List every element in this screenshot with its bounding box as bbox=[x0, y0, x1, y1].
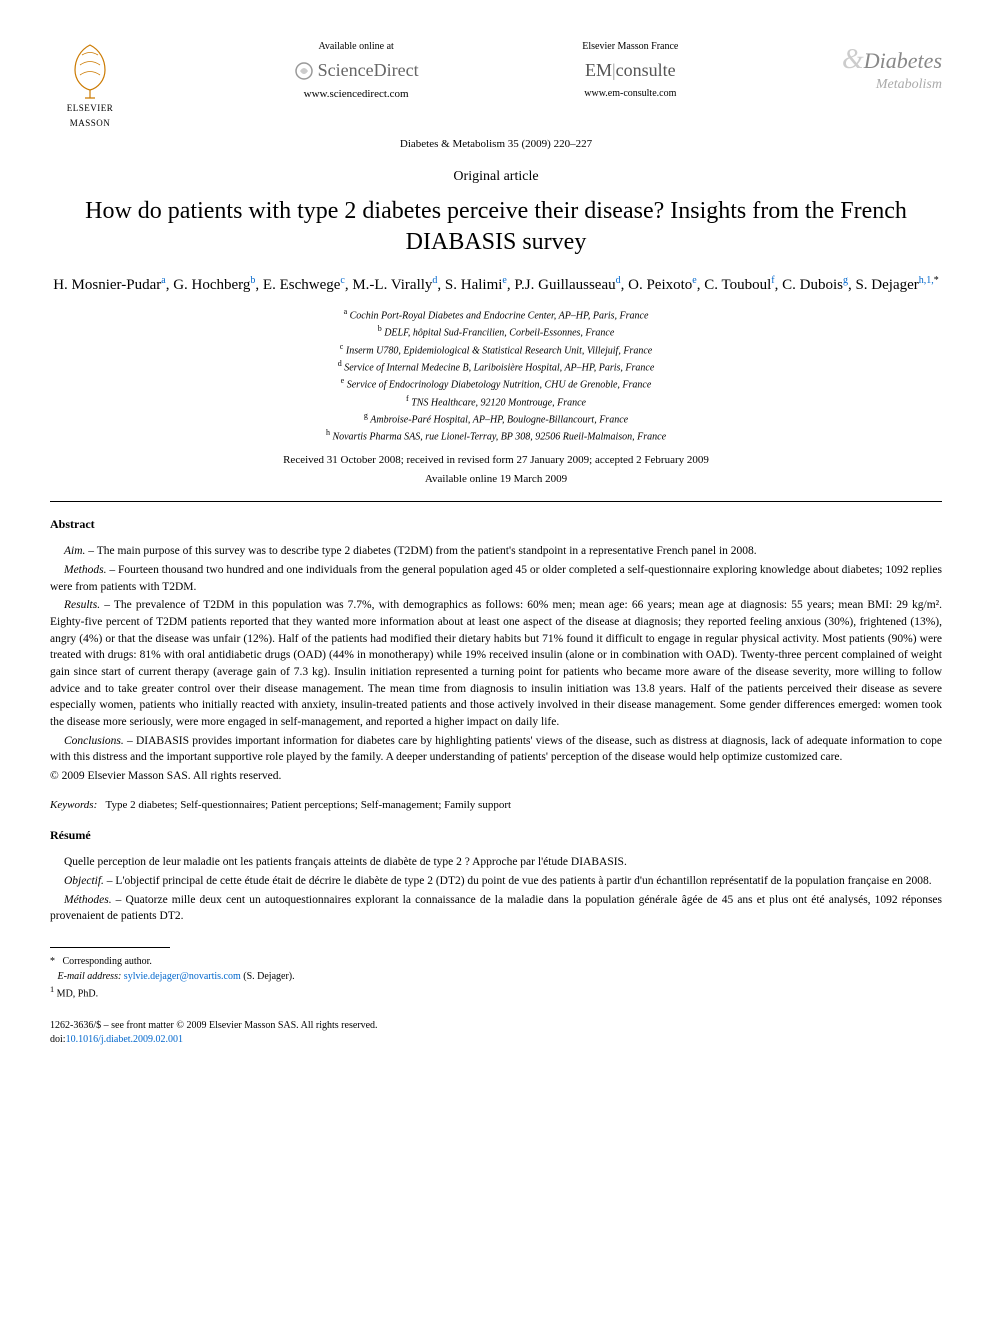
emconsulte-url[interactable]: www.em-consulte.com bbox=[582, 87, 678, 101]
emconsulte-logo: EM|consulte bbox=[582, 58, 678, 83]
sciencedirect-block: Available online at ScienceDirect www.sc… bbox=[294, 40, 419, 103]
abstract-copyright: © 2009 Elsevier Masson SAS. All rights r… bbox=[50, 768, 942, 784]
article-type: Original article bbox=[50, 167, 942, 187]
corresponding-author-note: * Corresponding author. bbox=[50, 954, 942, 969]
elsevier-tree-icon bbox=[60, 40, 120, 100]
abstract-body: Aim. – The main purpose of this survey w… bbox=[50, 543, 942, 766]
footnote-rule bbox=[50, 947, 170, 948]
publisher-name-1: ELSEVIER bbox=[67, 102, 114, 115]
available-online-date: Available online 19 March 2009 bbox=[50, 472, 942, 487]
front-matter-line: 1262-3636/$ – see front matter © 2009 El… bbox=[50, 1019, 942, 1033]
header-row: ELSEVIER MASSON Available online at Scie… bbox=[50, 40, 942, 129]
email-line: E-mail address: sylvie.dejager@novartis.… bbox=[50, 969, 942, 984]
resume-body: Quelle perception de leur maladie ont le… bbox=[50, 854, 942, 925]
corresponding-email-link[interactable]: sylvie.dejager@novartis.com bbox=[124, 971, 241, 982]
doi-line: doi:10.1016/j.diabet.2009.02.001 bbox=[50, 1033, 942, 1047]
footer-info: 1262-3636/$ – see front matter © 2009 El… bbox=[50, 1019, 942, 1047]
abstract-conclusions: Conclusions. – DIABASIS provides importa… bbox=[50, 733, 942, 766]
emconsulte-block: Elsevier Masson France EM|consulte www.e… bbox=[582, 40, 678, 101]
resume-objectif: Objectif. – L'objectif principal de cett… bbox=[50, 873, 942, 890]
abstract-results: Results. – The prevalence of T2DM in thi… bbox=[50, 597, 942, 730]
article-dates: Received 31 October 2008; received in re… bbox=[50, 453, 942, 468]
sciencedirect-url[interactable]: www.sciencedirect.com bbox=[294, 87, 419, 102]
sciencedirect-icon bbox=[294, 61, 314, 81]
resume-lead: Quelle perception de leur maladie ont le… bbox=[50, 854, 942, 871]
abstract-aim: Aim. – The main purpose of this survey w… bbox=[50, 543, 942, 560]
authors-list: H. Mosnier-Pudara, G. Hochbergb, E. Esch… bbox=[50, 273, 942, 297]
resume-methodes: Méthodes. – Quatorze mille deux cent un … bbox=[50, 892, 942, 925]
doi-link[interactable]: 10.1016/j.diabet.2009.02.001 bbox=[66, 1034, 184, 1045]
emconsulte-brand-top: Elsevier Masson France bbox=[582, 40, 678, 54]
abstract-heading: Abstract bbox=[50, 516, 942, 533]
star-icon: * bbox=[50, 954, 60, 969]
footnotes: * Corresponding author. E-mail address: … bbox=[50, 954, 942, 1001]
available-online-label: Available online at bbox=[294, 40, 419, 54]
journal-reference: Diabetes & Metabolism 35 (2009) 220–227 bbox=[50, 137, 942, 152]
abstract-methods: Methods. – Fourteen thousand two hundred… bbox=[50, 562, 942, 595]
keywords-text: Type 2 diabetes; Self-questionnaires; Pa… bbox=[106, 799, 512, 811]
sciencedirect-brand: ScienceDirect bbox=[318, 58, 419, 83]
publisher-logo: ELSEVIER MASSON bbox=[50, 40, 130, 129]
footnote-1: 1 MD, PhD. bbox=[50, 984, 942, 1001]
publisher-name-2: MASSON bbox=[70, 117, 111, 130]
affiliations-list: a Cochin Port-Royal Diabetes and Endocri… bbox=[50, 306, 942, 445]
keywords-line: Keywords: Type 2 diabetes; Self-question… bbox=[50, 798, 942, 813]
journal-logo: &Diabetes Metabolism bbox=[842, 40, 942, 95]
divider-top bbox=[50, 501, 942, 502]
resume-heading: Résumé bbox=[50, 827, 942, 844]
article-title: How do patients with type 2 diabetes per… bbox=[50, 196, 942, 258]
